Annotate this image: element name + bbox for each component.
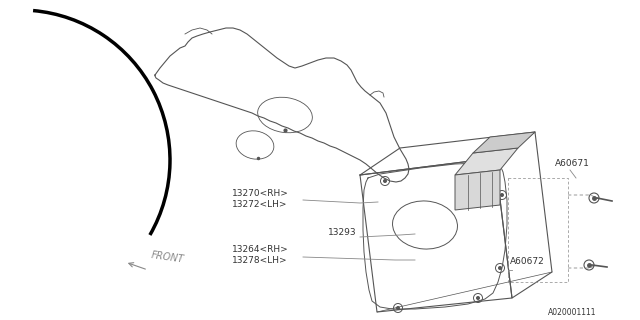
Text: 13270<RH>: 13270<RH> xyxy=(232,189,289,198)
Text: 13264<RH>: 13264<RH> xyxy=(232,245,289,254)
Text: A60672: A60672 xyxy=(510,257,545,266)
Text: A020001111: A020001111 xyxy=(548,308,596,317)
Polygon shape xyxy=(455,148,518,175)
Text: FRONT: FRONT xyxy=(150,251,184,265)
Circle shape xyxy=(500,193,504,197)
Circle shape xyxy=(383,179,387,183)
Circle shape xyxy=(476,296,480,300)
Text: 13272<LH>: 13272<LH> xyxy=(232,200,287,209)
Polygon shape xyxy=(473,132,535,153)
Circle shape xyxy=(466,165,470,169)
Circle shape xyxy=(396,306,400,310)
Text: 13278<LH>: 13278<LH> xyxy=(232,256,287,265)
Text: 13293: 13293 xyxy=(328,228,356,237)
Polygon shape xyxy=(455,170,500,210)
Text: A60671: A60671 xyxy=(555,159,590,168)
Circle shape xyxy=(498,266,502,270)
